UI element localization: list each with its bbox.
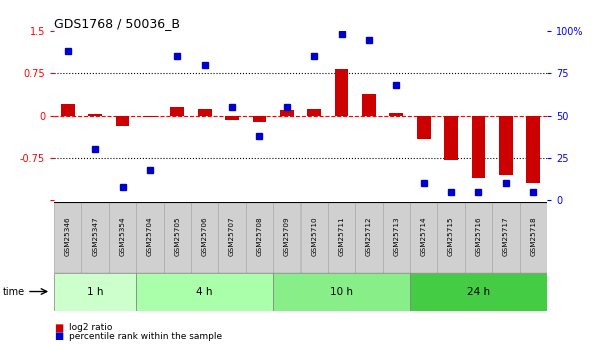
Bar xyxy=(143,116,157,117)
Bar xyxy=(136,202,163,273)
Bar xyxy=(362,94,376,116)
Text: GSM25713: GSM25713 xyxy=(393,216,399,256)
Bar xyxy=(383,202,410,273)
Bar xyxy=(109,202,136,273)
Bar xyxy=(136,273,273,310)
Text: GDS1768 / 50036_B: GDS1768 / 50036_B xyxy=(54,17,180,30)
Bar xyxy=(54,202,82,273)
Text: GSM25712: GSM25712 xyxy=(366,216,372,256)
Text: 4 h: 4 h xyxy=(197,287,213,296)
Bar xyxy=(519,202,547,273)
Bar xyxy=(191,202,218,273)
Bar xyxy=(472,116,486,178)
Bar xyxy=(444,116,458,159)
Bar xyxy=(252,116,266,122)
Text: 1 h: 1 h xyxy=(87,287,103,296)
Text: GSM25704: GSM25704 xyxy=(147,216,153,256)
Bar xyxy=(88,115,102,116)
Bar xyxy=(171,107,184,116)
Text: percentile rank within the sample: percentile rank within the sample xyxy=(69,332,222,341)
Text: 24 h: 24 h xyxy=(467,287,490,296)
Bar xyxy=(328,202,355,273)
Bar xyxy=(499,116,513,175)
Text: GSM25715: GSM25715 xyxy=(448,216,454,256)
Bar xyxy=(225,116,239,120)
Text: ■: ■ xyxy=(54,332,63,341)
Text: GSM25711: GSM25711 xyxy=(338,216,344,256)
Bar xyxy=(417,116,430,139)
Bar xyxy=(438,202,465,273)
Bar xyxy=(115,116,129,126)
Bar xyxy=(198,109,212,116)
Text: log2 ratio: log2 ratio xyxy=(69,323,112,332)
Text: GSM25717: GSM25717 xyxy=(503,216,509,256)
Bar xyxy=(410,202,438,273)
Text: time: time xyxy=(3,287,25,296)
Text: GSM25346: GSM25346 xyxy=(65,216,71,256)
Text: ■: ■ xyxy=(54,323,63,333)
Text: GSM25347: GSM25347 xyxy=(92,216,98,256)
Text: GSM25714: GSM25714 xyxy=(421,216,427,256)
Text: GSM25706: GSM25706 xyxy=(202,216,208,256)
Bar xyxy=(465,202,492,273)
Bar xyxy=(526,116,540,183)
Bar xyxy=(273,202,300,273)
Bar xyxy=(246,202,273,273)
Bar xyxy=(307,109,321,116)
Bar xyxy=(218,202,246,273)
Text: GSM25709: GSM25709 xyxy=(284,216,290,256)
Bar xyxy=(355,202,383,273)
Text: GSM25708: GSM25708 xyxy=(257,216,263,256)
Bar xyxy=(300,202,328,273)
Text: GSM25705: GSM25705 xyxy=(174,216,180,256)
Bar xyxy=(61,104,75,116)
Bar xyxy=(273,273,410,310)
Bar xyxy=(410,273,547,310)
Bar xyxy=(335,69,349,116)
Text: GSM25354: GSM25354 xyxy=(120,216,126,256)
Bar xyxy=(82,202,109,273)
Bar xyxy=(163,202,191,273)
Text: 10 h: 10 h xyxy=(330,287,353,296)
Text: GSM25710: GSM25710 xyxy=(311,216,317,256)
Bar xyxy=(492,202,519,273)
Text: GSM25716: GSM25716 xyxy=(475,216,481,256)
Bar xyxy=(389,113,403,116)
Text: GSM25718: GSM25718 xyxy=(530,216,536,256)
Bar xyxy=(280,110,294,116)
Bar xyxy=(54,273,136,310)
Text: GSM25707: GSM25707 xyxy=(229,216,235,256)
